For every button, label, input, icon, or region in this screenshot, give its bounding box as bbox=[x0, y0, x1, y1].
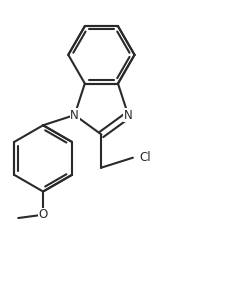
Text: N: N bbox=[123, 108, 132, 121]
Text: Cl: Cl bbox=[139, 151, 151, 164]
Text: O: O bbox=[38, 208, 47, 221]
Text: N: N bbox=[70, 108, 79, 121]
